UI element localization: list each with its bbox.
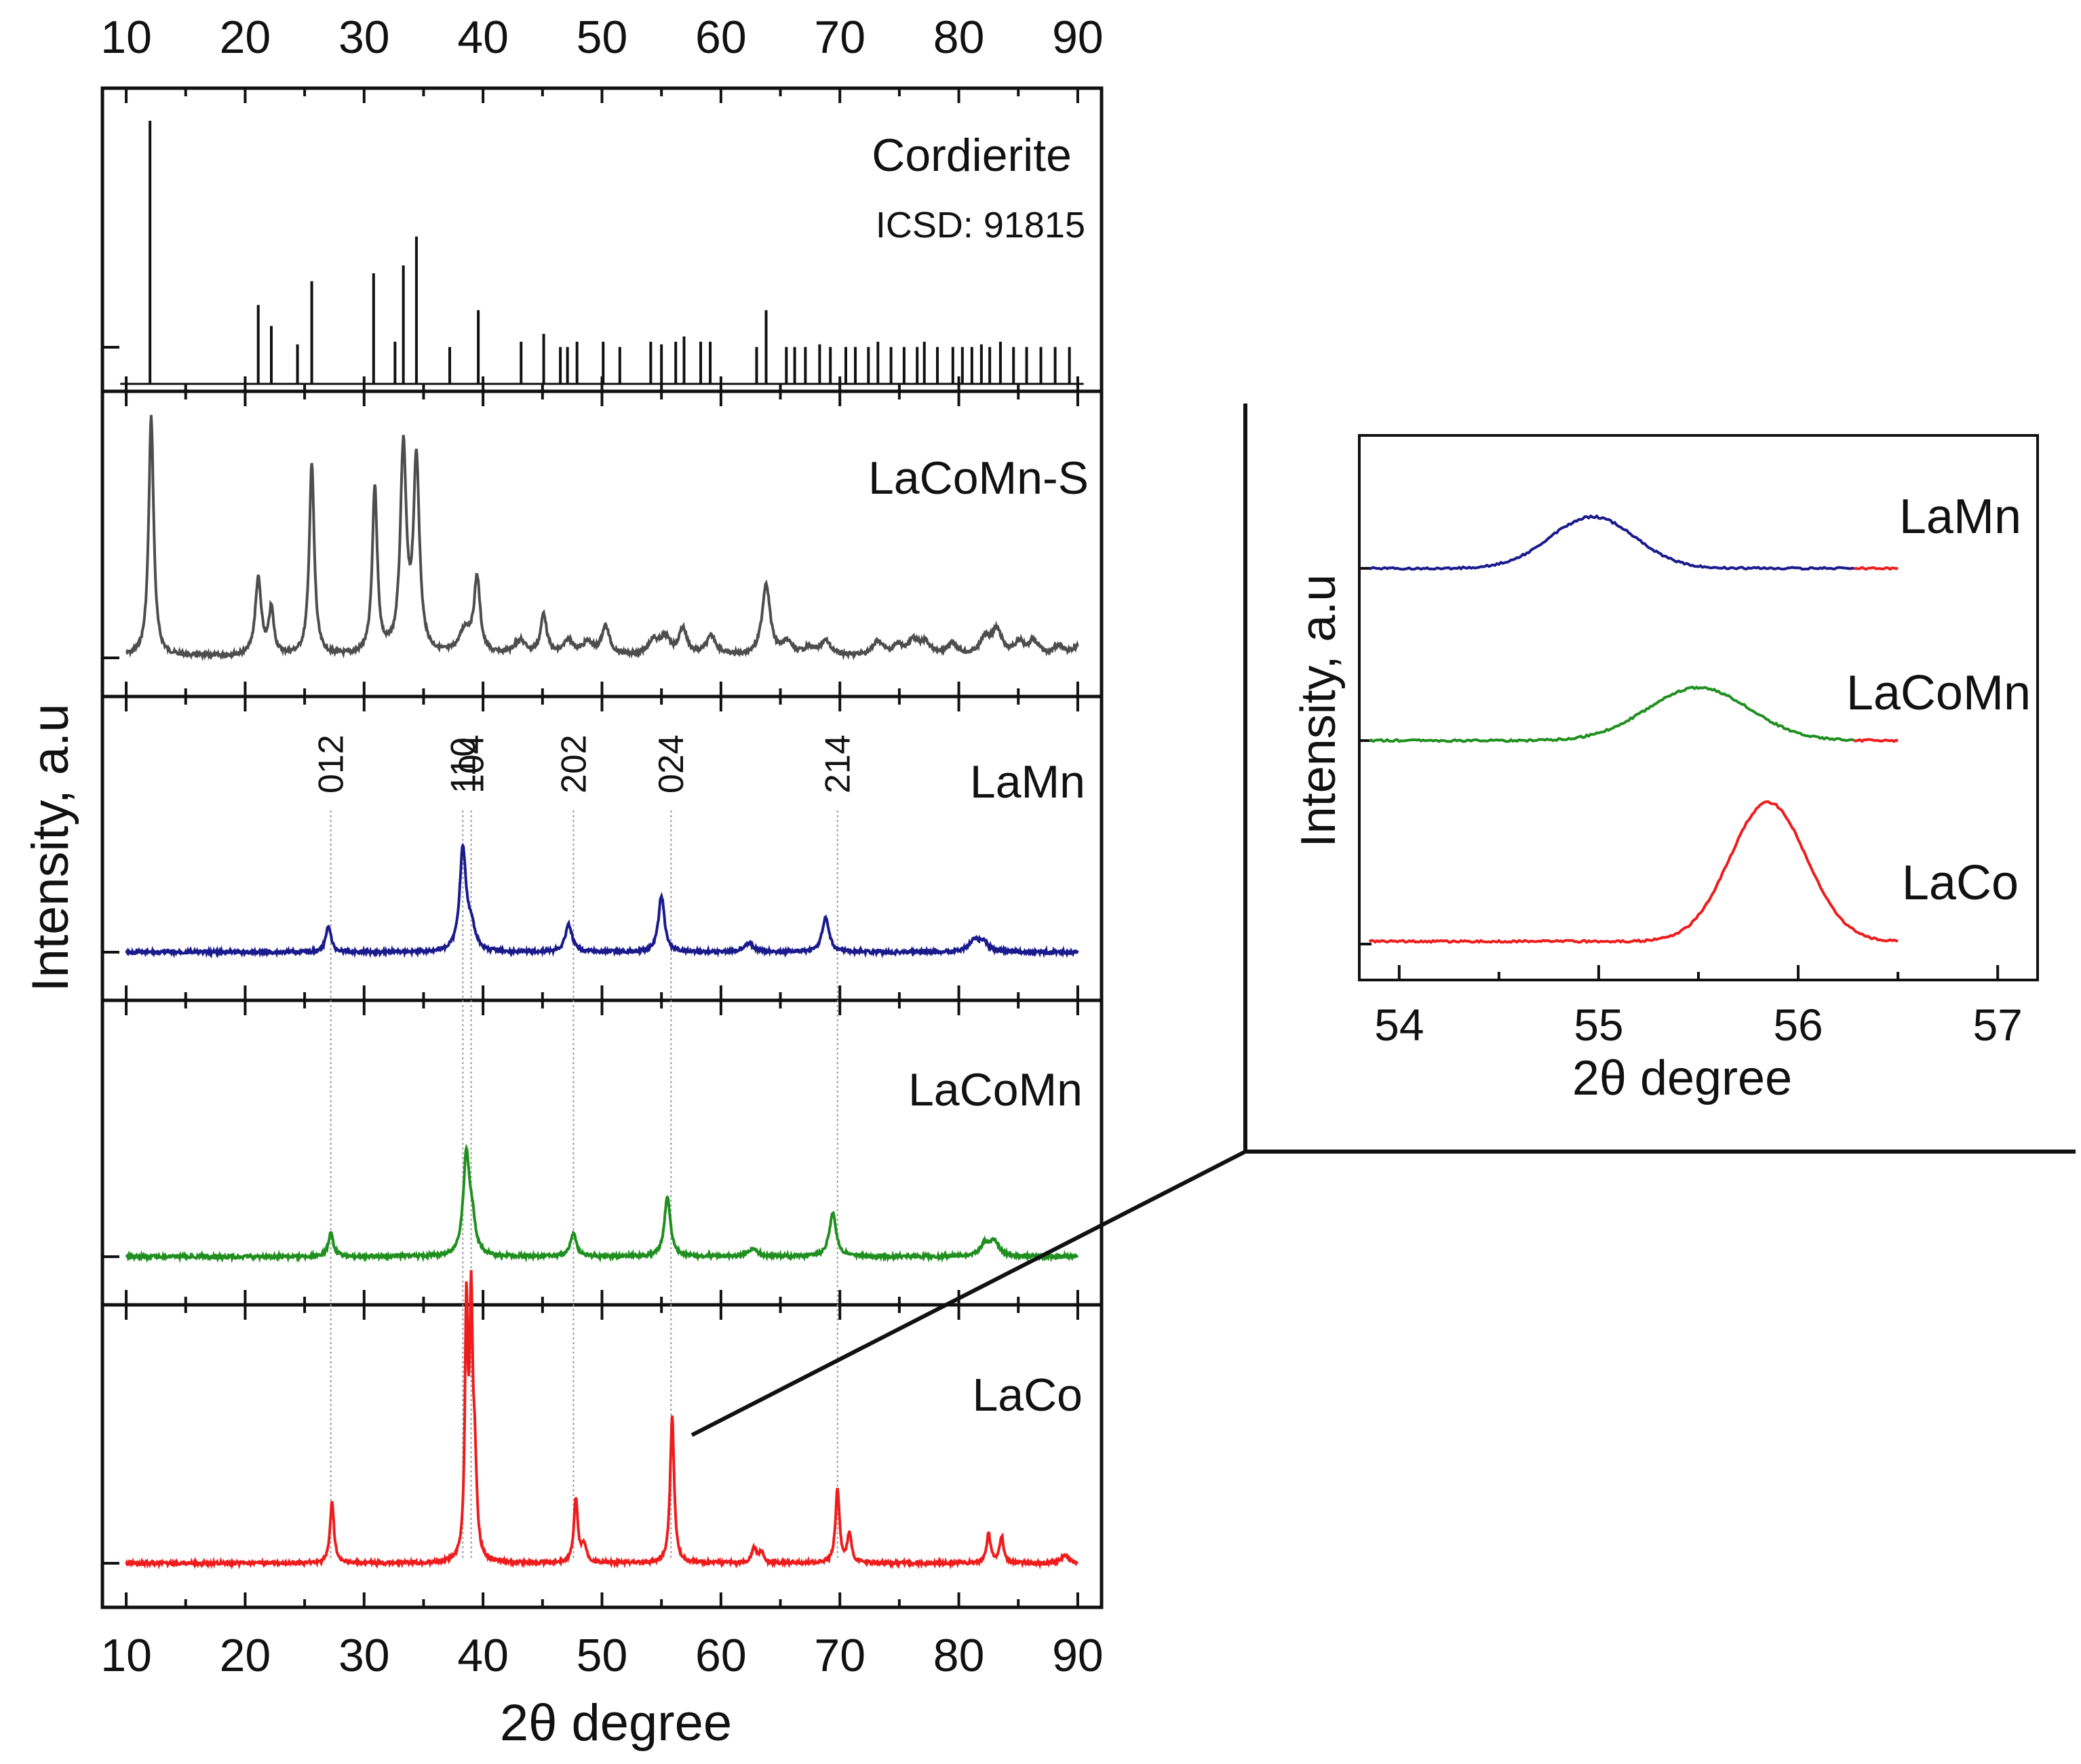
hkl-label: 024 [652,734,691,793]
x-tick-label: 40 [457,1630,509,1681]
inset-lamn-trace [1369,514,1854,571]
x-tick-label: 80 [933,1630,985,1681]
x-tick-label: 80 [933,12,985,63]
lamn-label: LaMn [970,756,1085,808]
inset-lacomn-red-tail [1854,738,1899,743]
inset-x-tick-label: 56 [1773,1000,1823,1050]
cordierite-icsd-label: ICSD: 91815 [876,205,1085,246]
hkl-label: 110 [444,737,483,793]
x-tick-label: 30 [338,1630,390,1681]
hkl-label: 104 [452,734,492,793]
x-tick-label: 20 [220,12,271,63]
x-tick-label: 60 [695,1630,747,1681]
y-axis-title: Intensity, a.u [22,703,79,992]
hkl-label: 202 [554,734,594,793]
x-tick-label: 70 [814,1630,866,1681]
x-tick-label: 20 [220,1630,271,1681]
x-tick-labels-bottom: 10 20 30 40 50 60 70 80 90 [100,1630,1103,1681]
x-tick-label: 40 [457,12,509,63]
lamn-trace [125,842,1079,959]
inset-x-tick-label: 54 [1374,1000,1424,1050]
inset-lacomn-trace [1369,685,1854,743]
inset-x-tick-label: 57 [1972,1000,2022,1050]
cordierite-label: Cordierite [872,130,1072,181]
hkl-label: 214 [819,734,858,793]
inset-x-axis-title: 2θ degree [1572,1051,1792,1105]
lacomn-trace [125,1143,1079,1263]
inset-y-axis-title: Intensity, a.u [1291,574,1346,848]
x-tick-label: 50 [577,1630,628,1681]
x-axis-title: 2θ degree [500,1694,732,1752]
hkl-label: 012 [312,734,351,793]
x-tick-label: 10 [100,1630,152,1681]
cordierite-reference-bars [120,121,1084,385]
zoom-connector [691,404,2076,1437]
lacomn-label: LaCoMn [908,1064,1083,1116]
lacomn-s-label: LaCoMn-S [868,452,1089,504]
lacomn-s-trace [125,414,1079,662]
inset-x-tick-label: 55 [1574,1000,1623,1050]
x-tick-label: 30 [338,12,390,63]
x-tick-labels-top: 10 20 30 40 50 60 70 80 90 [100,12,1103,63]
x-tick-label: 50 [577,12,628,63]
x-tick-label: 10 [100,12,152,63]
inset-lamn-label: LaMn [1899,490,2021,544]
main-tick-marks [102,88,1079,1607]
inset-lacomn-label: LaCoMn [1846,666,2031,720]
inset-x-tick-labels: 54 55 56 57 [1374,1000,2023,1050]
laco-label: LaCo [972,1369,1083,1421]
x-tick-label: 90 [1052,1630,1104,1681]
laco-trace [125,1270,1079,1570]
x-tick-label: 90 [1052,12,1104,63]
inset-laco-trace [1368,800,1899,945]
x-tick-label: 70 [814,12,866,63]
inset-laco-label: LaCo [1902,856,2019,910]
x-tick-label: 60 [695,12,747,63]
inset-lamn-red-tail [1854,566,1899,571]
